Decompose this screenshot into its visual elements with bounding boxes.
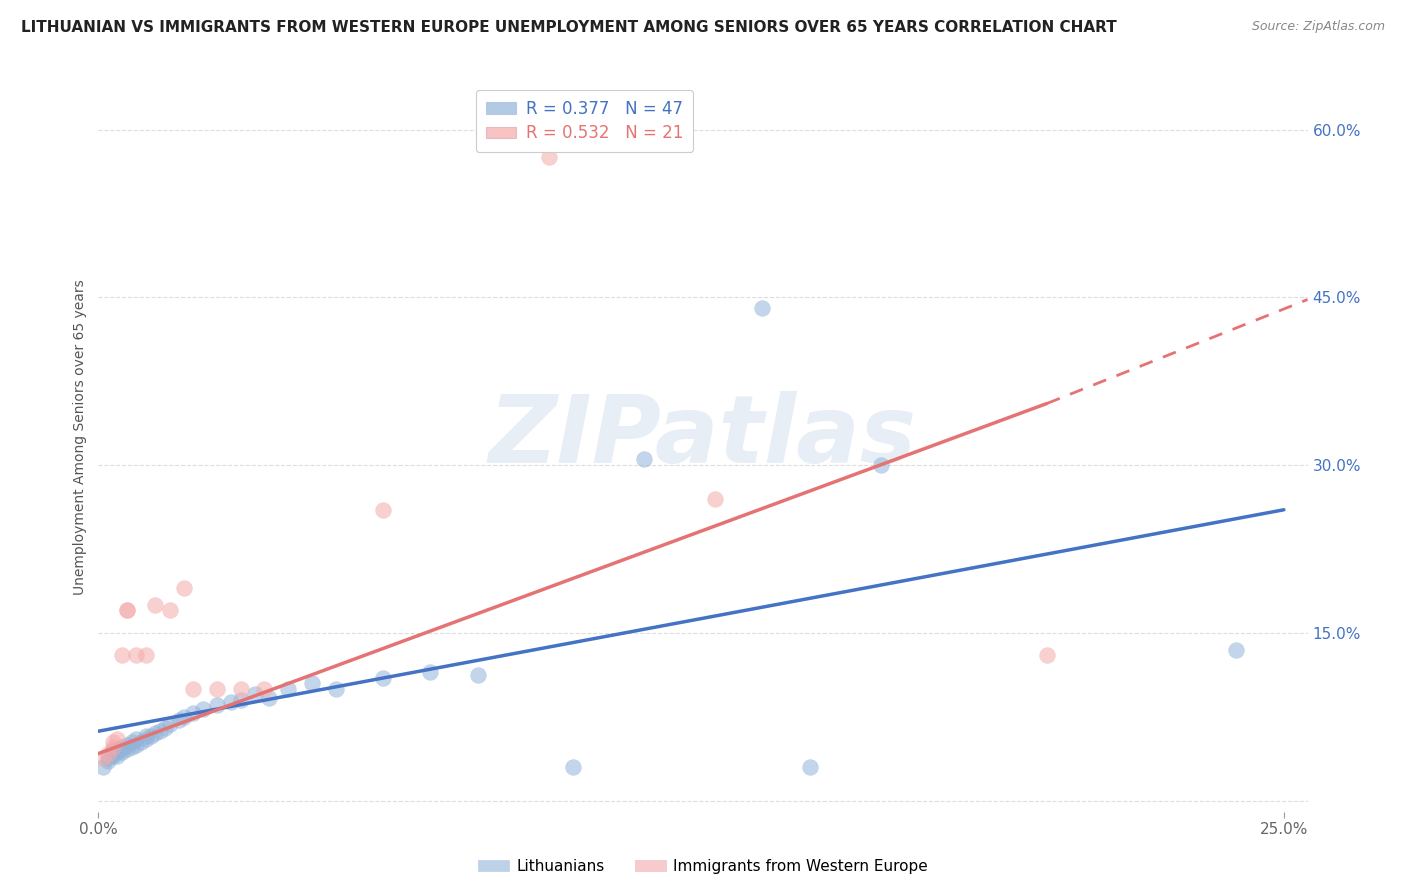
Point	[115, 738, 138, 752]
Point	[97, 755, 120, 769]
Point	[301, 676, 323, 690]
Y-axis label: Unemployment Among Seniors over 65 years: Unemployment Among Seniors over 65 years	[73, 279, 87, 595]
Point	[111, 739, 134, 754]
Text: ZIPatlas: ZIPatlas	[489, 391, 917, 483]
Point	[101, 739, 124, 754]
Point	[253, 681, 276, 696]
Point	[135, 732, 157, 747]
Point	[325, 681, 347, 696]
Point	[799, 760, 821, 774]
Point	[181, 681, 204, 696]
Point	[1225, 642, 1247, 657]
Text: LITHUANIAN VS IMMIGRANTS FROM WESTERN EUROPE UNEMPLOYMENT AMONG SENIORS OVER 65 : LITHUANIAN VS IMMIGRANTS FROM WESTERN EU…	[21, 20, 1116, 35]
Point	[101, 748, 124, 763]
Point	[257, 690, 280, 705]
Point	[633, 452, 655, 467]
Point	[101, 743, 124, 757]
Point	[111, 648, 134, 662]
Point	[159, 717, 181, 731]
Point	[277, 681, 299, 696]
Point	[243, 687, 266, 701]
Point	[115, 603, 138, 617]
Point	[229, 681, 252, 696]
Point	[111, 746, 134, 760]
Point	[125, 738, 148, 752]
Point	[205, 681, 228, 696]
Point	[91, 751, 114, 765]
Point	[173, 709, 195, 723]
Point	[703, 491, 725, 506]
Point	[121, 739, 143, 754]
Point	[371, 502, 394, 516]
Point	[91, 760, 114, 774]
Point	[149, 724, 172, 739]
Point	[1036, 648, 1059, 662]
Point	[467, 668, 489, 682]
Point	[173, 581, 195, 595]
Point	[181, 706, 204, 721]
Point	[97, 747, 120, 761]
Point	[101, 735, 124, 749]
Legend: R = 0.377   N = 47, R = 0.532   N = 21: R = 0.377 N = 47, R = 0.532 N = 21	[475, 89, 693, 153]
Point	[219, 695, 242, 709]
Point	[419, 665, 441, 679]
Text: Source: ZipAtlas.com: Source: ZipAtlas.com	[1251, 20, 1385, 33]
Point	[143, 726, 166, 740]
Point	[125, 732, 148, 747]
Point	[135, 648, 157, 662]
Point	[135, 729, 157, 743]
Point	[153, 721, 176, 735]
Point	[167, 713, 190, 727]
Point	[205, 698, 228, 713]
Point	[143, 598, 166, 612]
Point	[125, 648, 148, 662]
Point	[101, 747, 124, 761]
Point	[159, 603, 181, 617]
Point	[229, 693, 252, 707]
Point	[105, 742, 128, 756]
Point	[561, 760, 583, 774]
Point	[371, 671, 394, 685]
Point	[97, 751, 120, 765]
Point	[105, 748, 128, 763]
Point	[105, 732, 128, 747]
Point	[115, 603, 138, 617]
Point	[869, 458, 891, 472]
Point	[105, 746, 128, 760]
Point	[191, 702, 214, 716]
Legend: Lithuanians, Immigrants from Western Europe: Lithuanians, Immigrants from Western Eur…	[472, 853, 934, 880]
Point	[129, 735, 152, 749]
Point	[751, 301, 773, 316]
Point	[537, 151, 560, 165]
Point	[139, 729, 162, 743]
Point	[121, 735, 143, 749]
Point	[115, 742, 138, 756]
Point	[111, 742, 134, 756]
